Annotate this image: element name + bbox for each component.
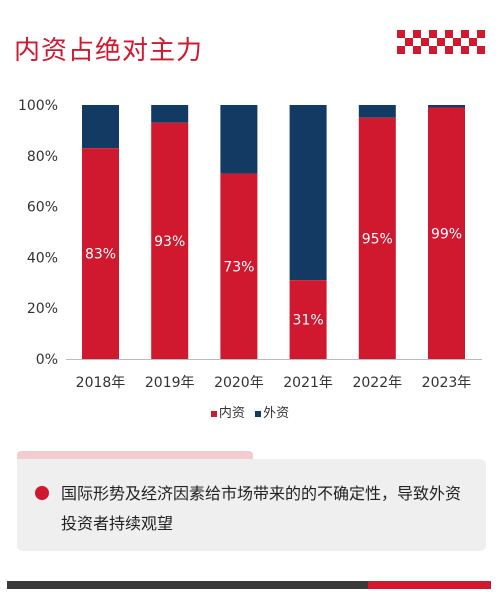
bar-segment-domestic [428,107,465,359]
checker-pattern-logo [397,30,485,54]
legend-item-domestic: 内资 [210,402,245,421]
bar-data-label: 99% [431,226,462,242]
y-tick-label: 60% [27,200,58,216]
x-tick-label: 2023年 [422,375,472,391]
bar-segment-foreign [151,105,189,123]
bar-segment-foreign [289,105,327,281]
page-title: 内资占绝对主力 [14,36,204,66]
legend-label-foreign: 外资 [263,406,290,421]
x-tick-label: 2020年 [214,375,264,391]
bar-segment-domestic [289,280,327,359]
bar-segment-foreign [82,105,119,149]
bar-data-label: 83% [85,247,116,263]
bar-data-label: 93% [154,234,185,250]
note-text: 国际形势及经济因素给市场带来的的不确定性，导致外资投资者持续观望 [61,484,462,533]
y-tick-label: 40% [27,250,58,266]
note-box: 国际形势及经济因素给市场带来的的不确定性，导致外资投资者持续观望 [17,459,486,551]
legend-swatch-domestic [210,410,217,417]
legend-label-domestic: 内资 [218,406,245,421]
bar-data-label: 73% [223,259,254,275]
bar-data-label: 31% [293,313,324,329]
footer-accent [368,581,491,589]
bar-segment-domestic [151,122,189,359]
stacked-bar-chart: 0% 20% 40% 60% 80% 100% 83% 2018年 93% 2019年 73% 202… [18,98,482,391]
y-tick-label: 100% [18,98,58,114]
x-tick-label: 2018年 [76,375,126,391]
x-tick-label: 2019年 [145,375,195,391]
chart-legend: 内资 外资 [0,402,500,421]
x-tick-label: 2021年 [283,375,333,391]
x-tick-label: 2022年 [352,375,402,391]
bar-data-label: 95% [362,231,393,247]
footer-bar [7,581,491,589]
y-tick-label: 20% [27,301,58,317]
bar-segment-foreign [358,105,396,118]
bar-segment-domestic [82,148,119,359]
bar-segment-domestic [358,117,396,359]
note-accent-strip [17,451,253,459]
bar-segment-foreign [428,105,465,108]
bullet-dot-icon [35,486,49,500]
bar-segment-foreign [220,105,258,174]
y-tick-label: 80% [27,149,58,165]
legend-swatch-foreign [255,410,262,417]
bar-segment-domestic [220,173,258,359]
legend-item-foreign: 外资 [255,402,289,421]
y-tick-label: 0% [36,352,58,368]
